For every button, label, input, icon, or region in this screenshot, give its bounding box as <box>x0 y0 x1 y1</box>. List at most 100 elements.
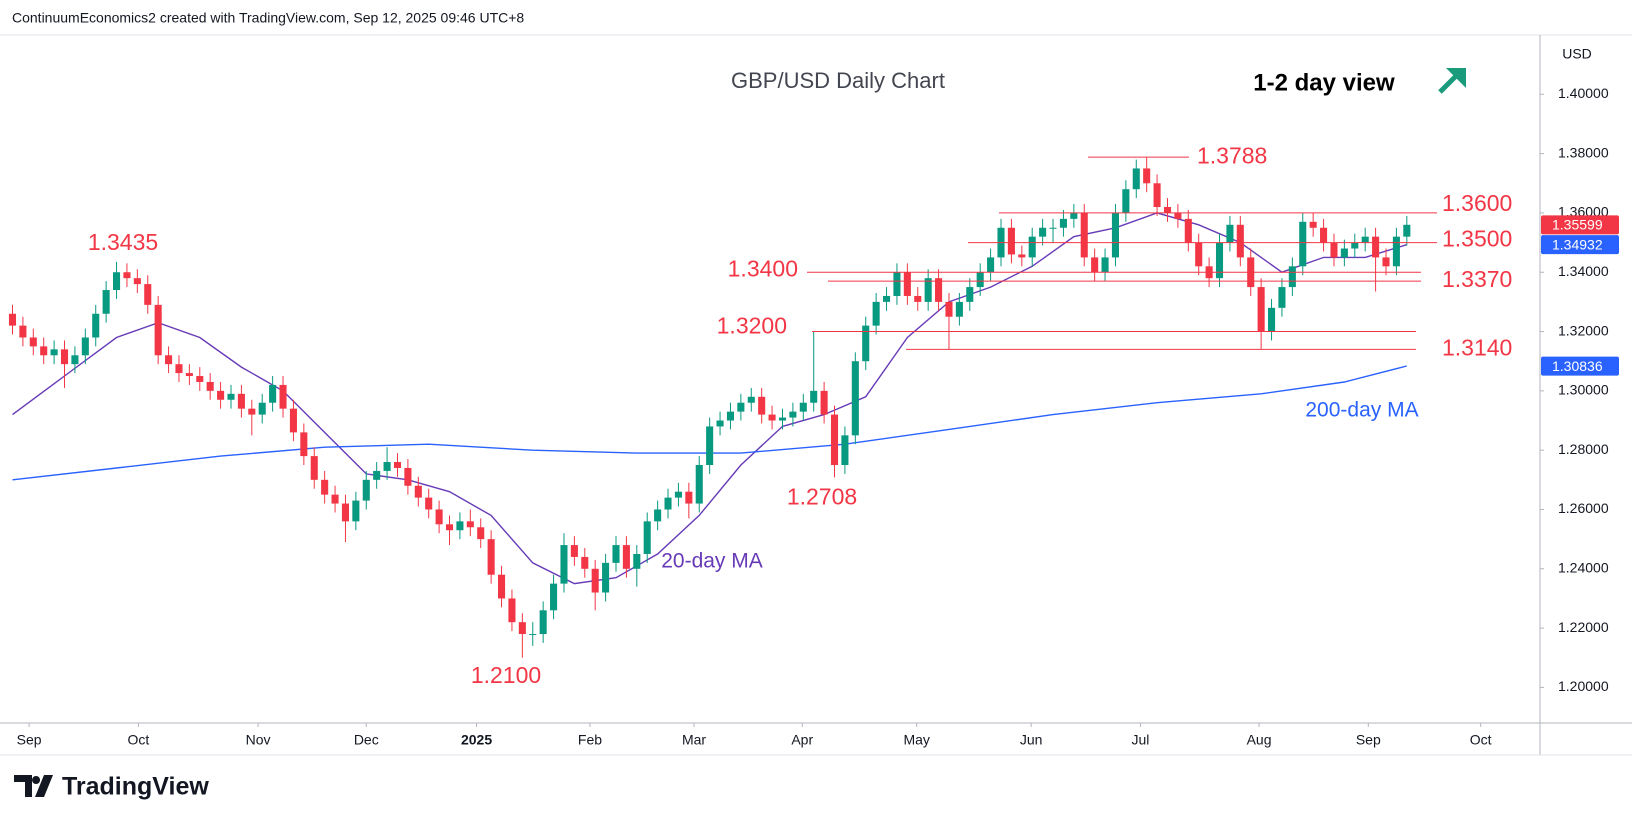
candle-body <box>633 553 641 569</box>
candle-body <box>321 479 329 495</box>
candle-body <box>92 313 100 338</box>
candle-body <box>1195 242 1203 267</box>
candle-body <box>550 583 558 611</box>
candle-body <box>414 485 422 498</box>
candle-body <box>206 381 214 391</box>
candle-body <box>60 349 69 365</box>
candle-body <box>8 313 17 326</box>
price-annotation: 1.3435 <box>88 229 158 255</box>
candle-body <box>144 284 152 305</box>
candle-body <box>425 497 433 510</box>
candle-body <box>1122 189 1130 213</box>
y-tick-label: 1.30000 <box>1558 382 1609 398</box>
ma200-label: 200-day MA <box>1305 399 1418 422</box>
candle-body <box>830 414 839 465</box>
price-badge-label: 1.34932 <box>1552 236 1603 252</box>
x-tick-label: May <box>903 732 929 748</box>
y-tick-label: 1.28000 <box>1558 441 1609 457</box>
level-label: 1.3600 <box>1442 190 1512 216</box>
candle-body <box>1101 257 1109 273</box>
candle-body <box>716 420 724 427</box>
candle-body <box>872 301 880 326</box>
price-annotation: 1.2100 <box>471 662 541 688</box>
candle-body <box>81 337 89 356</box>
y-tick-label: 1.34000 <box>1558 263 1609 279</box>
candle-body <box>508 598 516 623</box>
candle-body <box>1392 236 1400 267</box>
y-tick-label: 1.26000 <box>1558 500 1609 516</box>
price-badge-label: 1.30836 <box>1552 358 1603 374</box>
header: ContinuumEconomics2 created with Trading… <box>12 10 524 26</box>
candle-body <box>768 414 776 421</box>
candle-body <box>269 384 277 403</box>
candle-body <box>529 634 537 636</box>
candle-body <box>955 301 963 317</box>
candle-body <box>778 417 787 421</box>
y-tick-label: 1.20000 <box>1558 678 1609 694</box>
candle-body <box>685 491 693 504</box>
candle-body <box>1091 257 1099 273</box>
candle-body <box>1039 227 1047 237</box>
candle-body <box>1111 212 1119 258</box>
level-label: 1.3200 <box>717 313 787 339</box>
level-label: 1.3788 <box>1197 142 1267 168</box>
candle-body <box>581 556 589 569</box>
candle-body <box>1236 224 1244 258</box>
candle-body <box>362 479 370 501</box>
candle-body <box>1018 254 1026 258</box>
candle-body <box>1184 218 1192 243</box>
x-tick-label: Sep <box>1356 732 1381 748</box>
candle-body <box>248 408 256 415</box>
candle-body <box>1028 236 1036 258</box>
candle-body <box>851 361 859 436</box>
level-label: 1.3500 <box>1442 226 1512 252</box>
candle-body <box>102 290 110 314</box>
candle-body <box>966 287 974 302</box>
candle-body <box>404 467 412 486</box>
candle-body <box>789 411 797 418</box>
candle-body <box>393 462 402 468</box>
candle-body <box>1080 212 1088 258</box>
candle-body <box>747 396 755 403</box>
candle-body <box>622 545 630 569</box>
logo-text: TradingView <box>62 773 209 801</box>
chart-title: GBP/USD Daily Chart <box>731 68 945 93</box>
candle-body <box>1351 242 1359 249</box>
candle-body <box>185 373 193 377</box>
candle-body <box>29 337 37 347</box>
candle-body <box>19 325 27 338</box>
candles <box>8 157 1411 658</box>
candle-body <box>695 465 703 504</box>
candle-body <box>1163 207 1172 213</box>
candle-body <box>289 408 297 433</box>
candle-body <box>799 402 807 412</box>
candle-body <box>445 524 454 531</box>
candle-body <box>341 503 349 522</box>
candle-body <box>664 497 672 510</box>
candle-body <box>1340 248 1348 258</box>
candle-body <box>862 325 870 362</box>
candle-body <box>903 272 911 296</box>
price-badge <box>1541 215 1619 235</box>
x-tick-label: Nov <box>246 732 271 748</box>
candle-body <box>258 402 266 415</box>
candle-body <box>706 426 714 465</box>
candle-body <box>1153 183 1161 207</box>
candle-body <box>217 390 225 400</box>
candle-body <box>237 393 245 409</box>
candle-body <box>570 545 578 557</box>
candle-body <box>1299 221 1307 267</box>
candle-body <box>1257 287 1265 332</box>
candle-body <box>674 491 682 498</box>
candle-body <box>435 509 443 525</box>
currency: USD <box>1562 46 1592 62</box>
candle-body <box>935 278 943 302</box>
x-tick-label: Dec <box>354 732 379 748</box>
candle-body <box>113 272 121 291</box>
x-tick-label: Oct <box>128 732 150 748</box>
candle-body <box>643 521 651 554</box>
candle-body <box>1382 257 1390 267</box>
candle-body <box>352 500 360 522</box>
candle-body <box>1288 266 1296 288</box>
